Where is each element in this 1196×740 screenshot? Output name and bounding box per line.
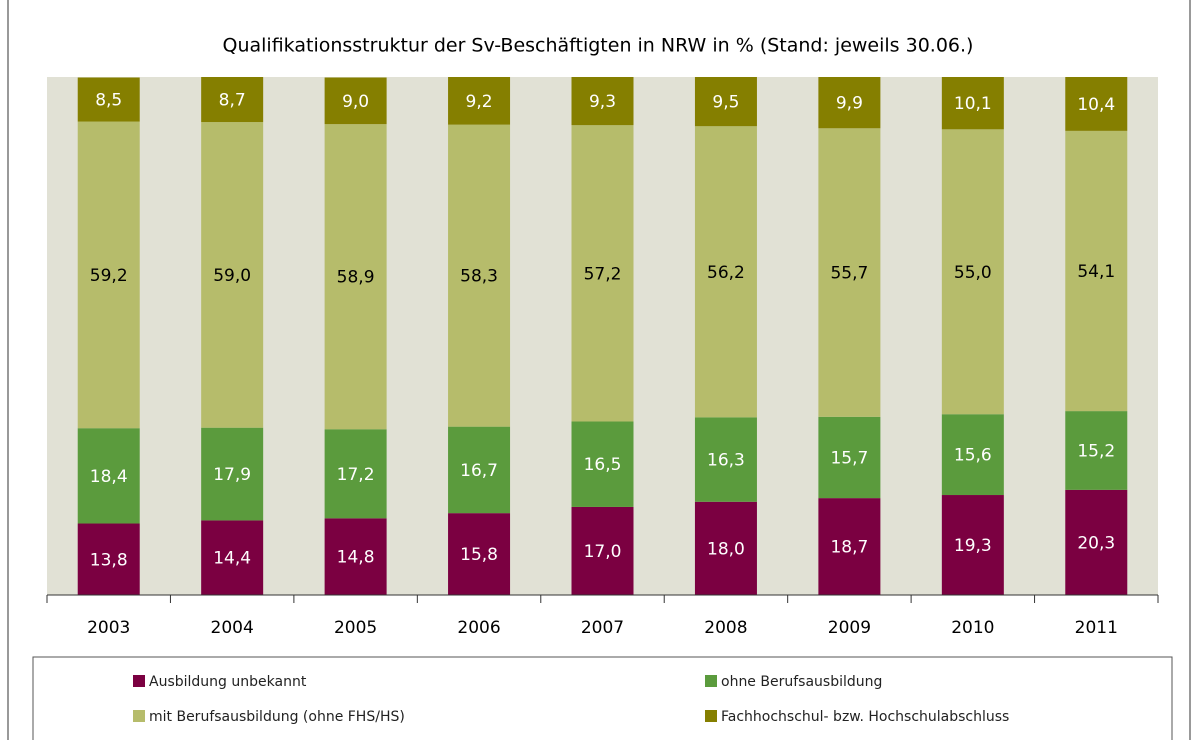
data-label: 17,9 <box>213 465 251 485</box>
bar-segment <box>571 506 634 595</box>
bar-segment <box>77 121 140 429</box>
bar-segment <box>694 417 757 502</box>
chart-title: Qualifikationsstruktur der Sv-Beschäftig… <box>223 35 974 57</box>
data-label: 57,2 <box>584 264 622 284</box>
data-label: 9,2 <box>466 92 493 112</box>
data-label: 18,7 <box>830 538 868 558</box>
bar-segment <box>941 414 1004 496</box>
bar-segment <box>77 523 140 595</box>
data-label: 55,0 <box>954 263 992 283</box>
bar-segment <box>324 429 387 519</box>
data-label: 19,3 <box>954 536 992 556</box>
bar-segment <box>201 520 264 595</box>
bar-segment <box>941 77 1004 130</box>
data-label: 17,0 <box>584 542 622 562</box>
bar-segment <box>448 77 511 125</box>
bar-segment <box>448 513 511 595</box>
legend-swatch <box>705 675 717 687</box>
x-tick-label: 2011 <box>1075 618 1118 638</box>
data-label: 10,1 <box>954 94 992 114</box>
data-label: 13,8 <box>90 550 128 570</box>
bar-segment <box>448 426 511 514</box>
data-label: 59,2 <box>90 266 128 286</box>
bar-segment <box>1065 77 1128 131</box>
data-label: 15,2 <box>1077 441 1115 461</box>
bar-segment <box>694 77 757 127</box>
bar-segment <box>201 427 264 521</box>
data-label: 18,4 <box>90 467 128 487</box>
bar-segment <box>694 126 757 418</box>
data-label: 55,7 <box>830 264 868 284</box>
bar-segment <box>941 495 1004 595</box>
bar-segment <box>941 129 1004 415</box>
x-tick-label: 2009 <box>828 618 871 638</box>
bar-segment <box>77 77 140 122</box>
x-tick-label: 2003 <box>87 618 130 638</box>
bar-segment <box>818 77 881 129</box>
bar-segment <box>818 498 881 595</box>
data-label: 14,8 <box>337 548 375 568</box>
data-label: 56,2 <box>707 263 745 283</box>
data-label: 8,7 <box>219 91 246 111</box>
x-tick-label: 2008 <box>704 618 747 638</box>
legend-label: mit Berufsausbildung (ohne FHS/HS) <box>149 709 405 725</box>
data-label: 58,3 <box>460 267 498 287</box>
legend-swatch <box>705 710 717 722</box>
bar-segment <box>324 77 387 125</box>
x-tick-label: 2005 <box>334 618 377 638</box>
data-label: 18,0 <box>707 539 745 559</box>
data-label: 16,7 <box>460 461 498 481</box>
bar-segment <box>694 501 757 595</box>
data-label: 15,6 <box>954 446 992 466</box>
data-label: 58,9 <box>337 268 375 288</box>
bar-segment <box>571 125 634 422</box>
bar-segment <box>571 77 634 126</box>
data-label: 15,7 <box>830 448 868 468</box>
bar-segment <box>818 416 881 499</box>
bar-segment <box>201 77 264 123</box>
legend-swatch <box>133 675 145 687</box>
data-label: 9,5 <box>712 93 739 113</box>
data-label: 54,1 <box>1077 262 1115 282</box>
bar-segment <box>77 428 140 524</box>
legend-label: Fachhochschul- bzw. Hochschulabschluss <box>721 709 1009 725</box>
data-label: 20,3 <box>1077 533 1115 553</box>
data-label: 10,4 <box>1077 95 1115 115</box>
data-label: 8,5 <box>95 91 122 111</box>
legend <box>32 656 1173 740</box>
x-tick-label: 2004 <box>211 618 254 638</box>
bar-segment <box>201 122 264 428</box>
x-tick-label: 2007 <box>581 618 624 638</box>
bar-segment <box>324 518 387 595</box>
bar-segment <box>324 124 387 430</box>
legend-label: Ausbildung unbekannt <box>149 674 307 690</box>
bar-segment <box>1065 411 1128 490</box>
legend-swatch <box>133 710 145 722</box>
data-label: 17,2 <box>337 465 375 485</box>
data-label: 15,8 <box>460 545 498 565</box>
data-label: 16,3 <box>707 451 745 471</box>
data-label: 9,9 <box>836 94 863 114</box>
bar-segment <box>1065 130 1128 412</box>
bar-segment <box>448 124 511 427</box>
bar-segment <box>818 128 881 417</box>
data-label: 59,0 <box>213 266 251 286</box>
data-label: 14,4 <box>213 549 251 569</box>
bar-segment <box>1065 489 1128 595</box>
x-tick-label: 2006 <box>457 618 500 638</box>
bar-segment <box>571 421 634 507</box>
legend-label: ohne Berufsausbildung <box>721 674 882 690</box>
data-label: 9,3 <box>589 92 616 112</box>
x-tick-label: 2010 <box>951 618 994 638</box>
data-label: 9,0 <box>342 92 369 112</box>
data-label: 16,5 <box>584 455 622 475</box>
